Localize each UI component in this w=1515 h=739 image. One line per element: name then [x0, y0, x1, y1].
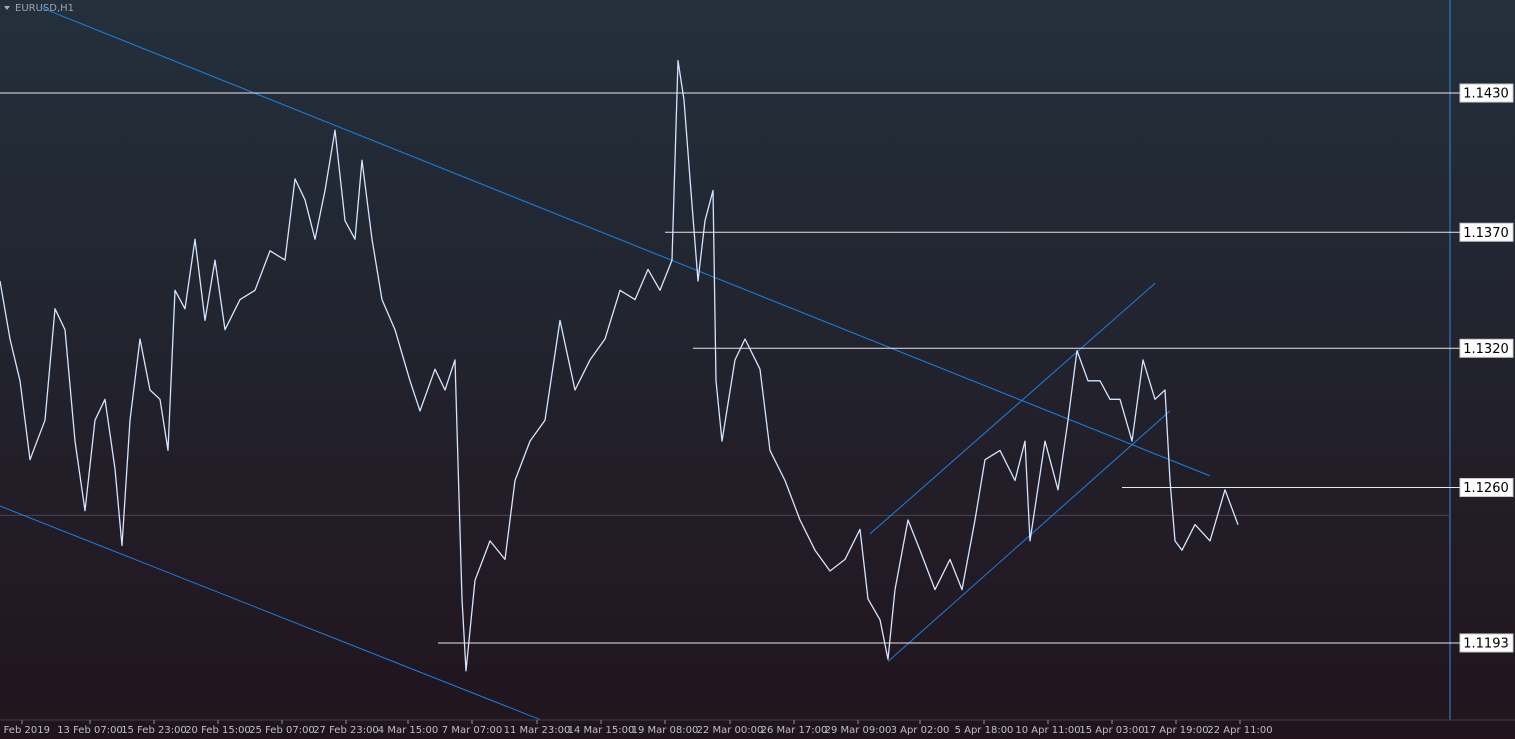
- trendline: [39, 6, 1211, 477]
- x-tick-label: 10 Apr 11:00: [1015, 725, 1080, 736]
- price-line: [0, 59, 1239, 672]
- level-label: 1.1430: [1463, 87, 1509, 102]
- x-tick-label: 26 Mar 17:00: [761, 725, 828, 736]
- x-tick-label: 11 Mar 23:00: [504, 725, 571, 736]
- trendline: [0, 505, 541, 721]
- level-label-box: [1459, 478, 1514, 498]
- x-tick-label: 17 Apr 19:00: [1143, 725, 1208, 736]
- level-label-box: [1459, 633, 1514, 653]
- level-label-box: [1459, 83, 1514, 103]
- x-tick-label: 8 Feb 2019: [0, 725, 50, 736]
- level-label: 1.1320: [1463, 342, 1509, 357]
- level-label: 1.1370: [1463, 226, 1509, 241]
- trendline: [887, 410, 1171, 662]
- level-label: 1.1260: [1463, 481, 1509, 496]
- x-tick-label: 5 Apr 18:00: [955, 725, 1014, 736]
- x-tick-label: 29 Mar 09:00: [825, 725, 892, 736]
- x-tick-label: 14 Mar 15:00: [568, 725, 635, 736]
- x-tick-label: 20 Feb 15:00: [185, 725, 251, 736]
- x-tick-label: 13 Feb 07:00: [57, 725, 123, 736]
- x-tick-label: 22 Apr 11:00: [1207, 725, 1272, 736]
- x-tick-label: 3 Apr 02:00: [891, 725, 950, 736]
- trendline: [869, 282, 1156, 535]
- x-tick-label: 15 Feb 23:00: [121, 725, 187, 736]
- x-tick-label: 4 Mar 15:00: [378, 725, 438, 736]
- level-label: 1.1193: [1463, 636, 1509, 651]
- x-tick-label: 19 Mar 08:00: [632, 725, 699, 736]
- level-label-box: [1459, 338, 1514, 358]
- x-tick-label: 15 Apr 03:00: [1079, 725, 1144, 736]
- x-tick-label: 25 Feb 07:00: [249, 725, 315, 736]
- x-tick-label: 27 Feb 23:00: [313, 725, 379, 736]
- menu-arrow[interactable]: [4, 6, 10, 10]
- x-tick-label: 22 Mar 00:00: [697, 725, 764, 736]
- x-tick-label: 7 Mar 07:00: [442, 725, 502, 736]
- level-label-box: [1459, 222, 1514, 242]
